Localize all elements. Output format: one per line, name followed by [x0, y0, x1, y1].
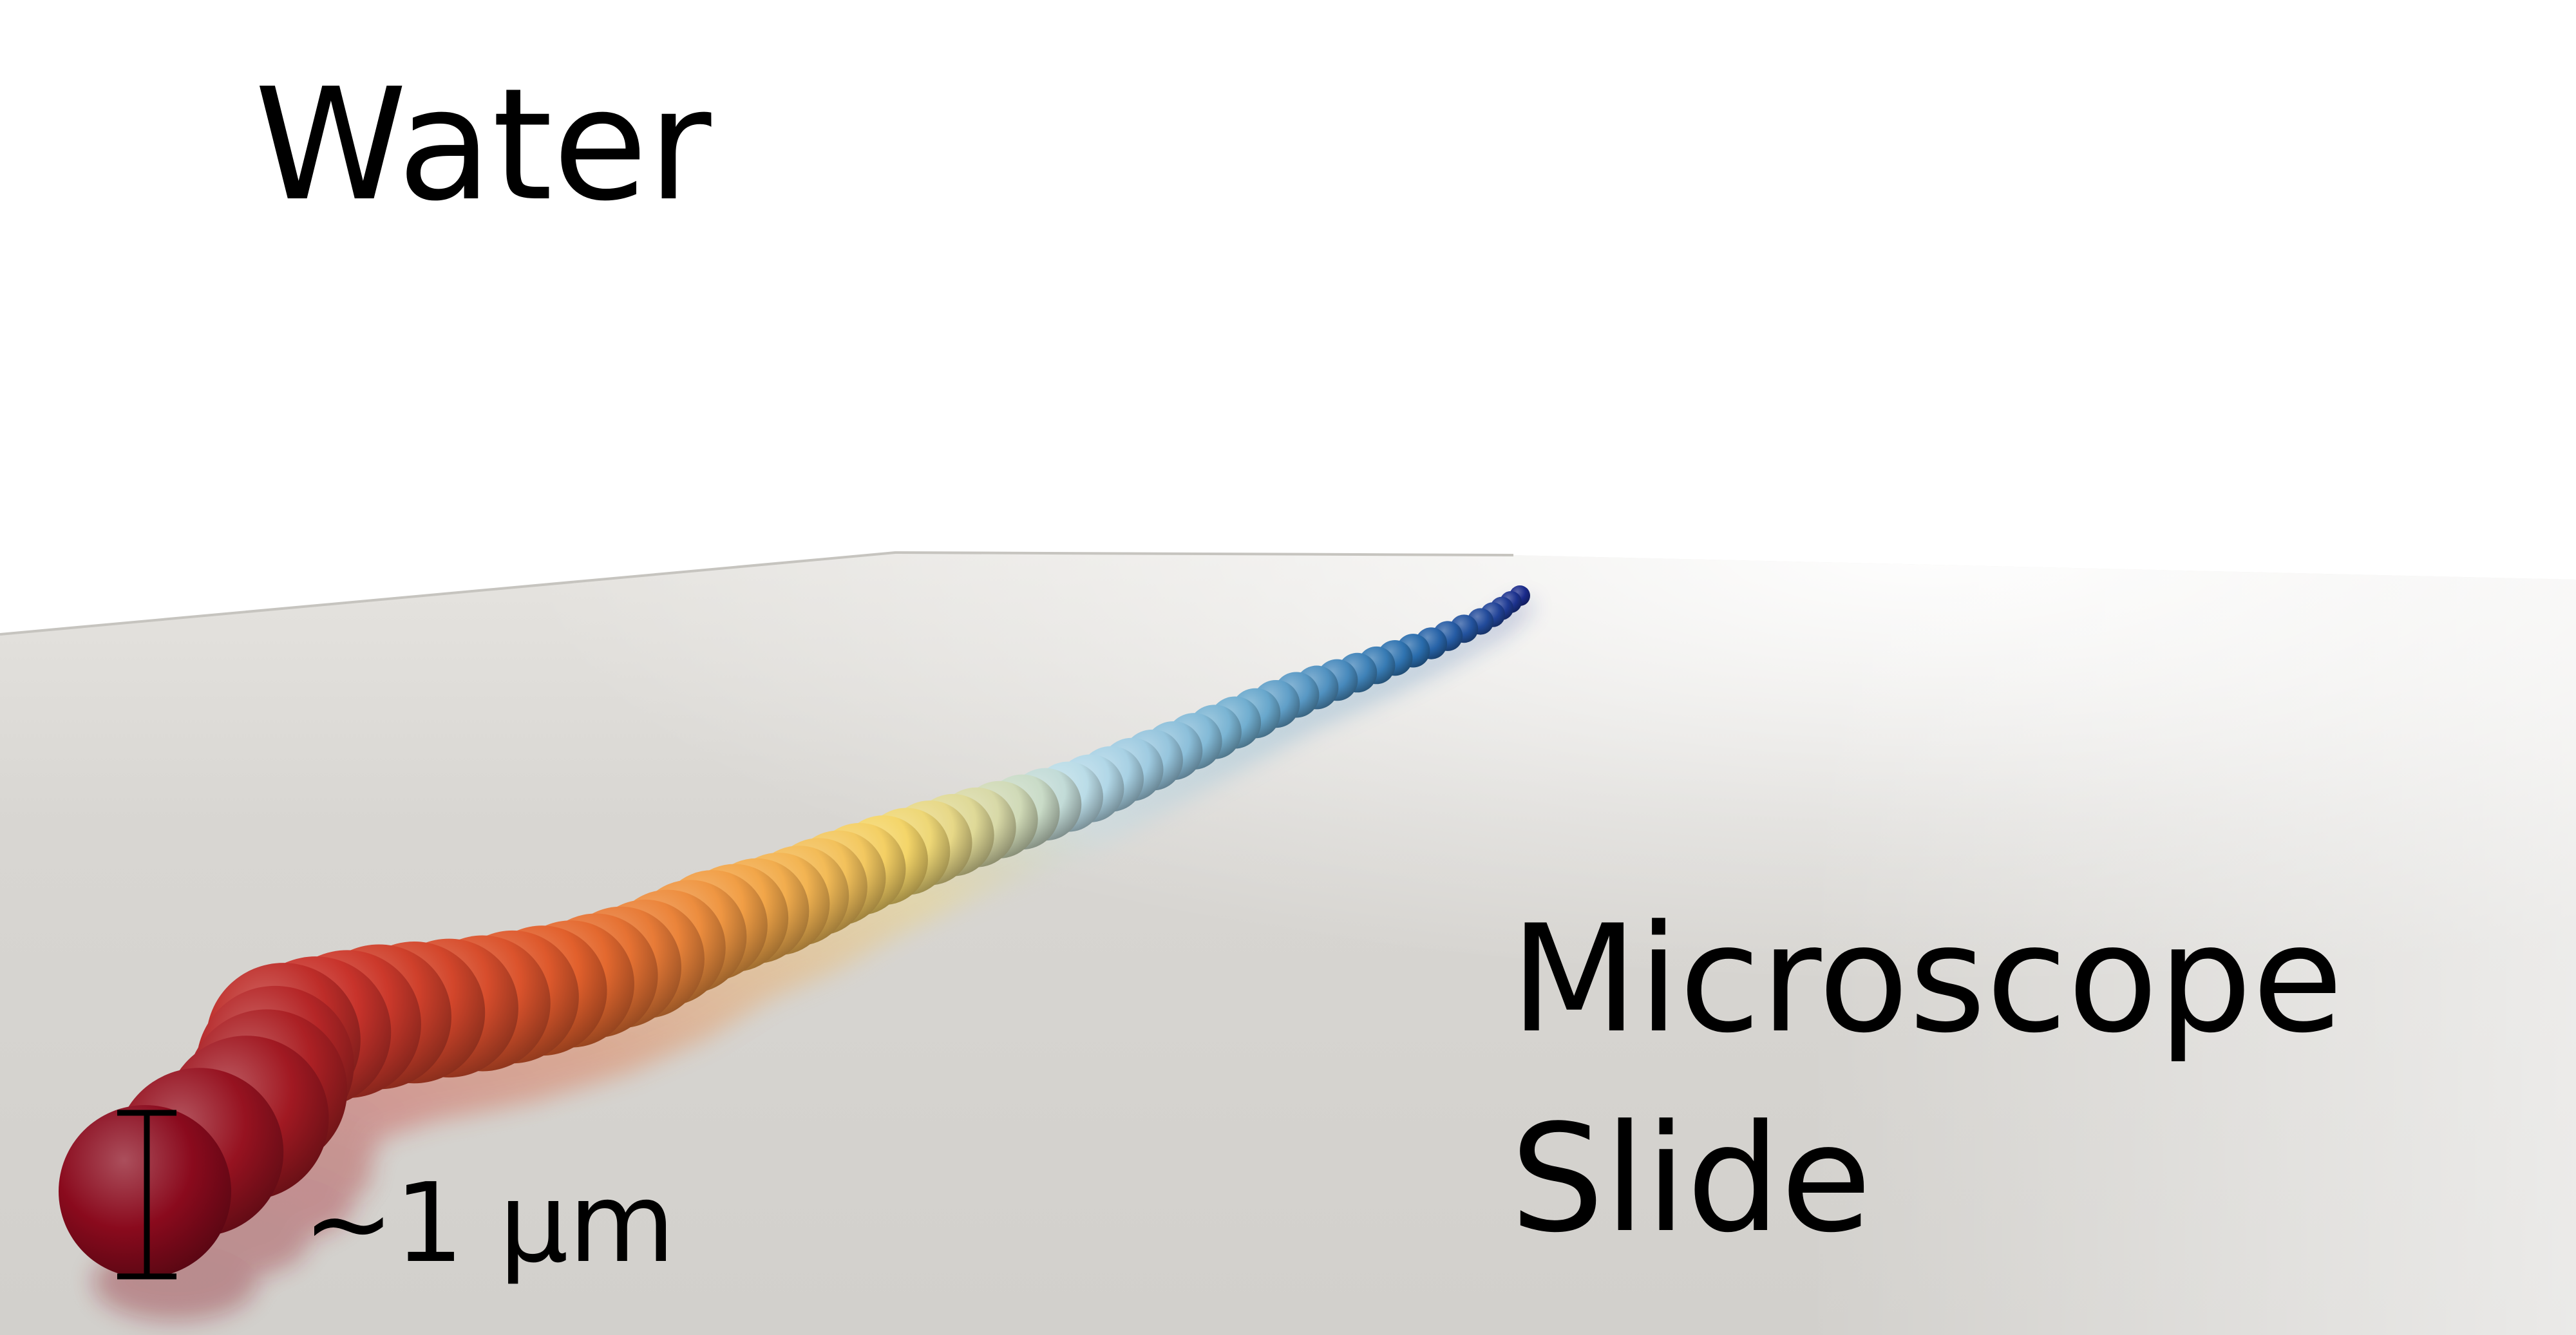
slide-label-line2: Slide	[1510, 1094, 1871, 1265]
slide-label-line1: Microscope	[1510, 894, 2344, 1066]
scale-label: ~1 µm	[303, 1160, 675, 1287]
scale-bar	[117, 1110, 176, 1280]
bead-chain	[59, 585, 1530, 1278]
slide-side-fade	[0, 553, 2576, 1335]
slide-edge	[0, 551, 1514, 636]
microscope-slide	[0, 551, 2576, 1335]
water-label: Water	[254, 55, 712, 235]
